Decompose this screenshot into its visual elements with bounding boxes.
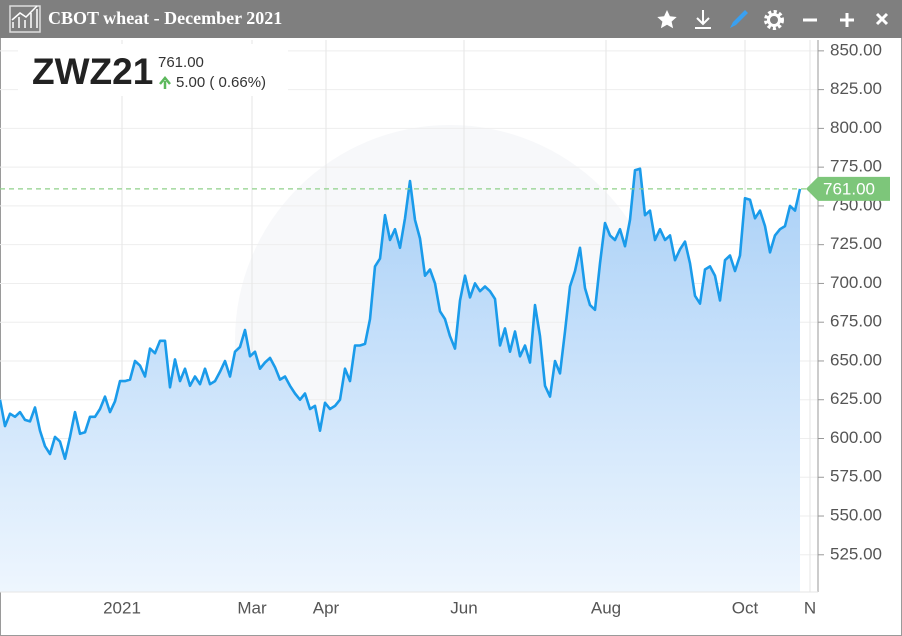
y-tick-label: 525.00 <box>830 544 882 563</box>
y-tick-label: 675.00 <box>830 312 882 331</box>
settings-button[interactable] <box>764 10 784 30</box>
y-tick-label: 725.00 <box>830 234 882 253</box>
plot <box>0 167 818 592</box>
y-tick-label: 575.00 <box>830 467 882 486</box>
price-line <box>0 167 802 460</box>
x-tick-label: 2021 <box>103 598 141 617</box>
x-tick-label: Jun <box>450 598 477 617</box>
close-button[interactable] <box>875 12 889 26</box>
window-title: CBOT wheat - December 2021 <box>48 8 282 28</box>
maximize-button[interactable] <box>840 13 854 27</box>
y-tick-label: 825.00 <box>830 79 882 98</box>
symbol: ZWZ21 <box>32 51 153 92</box>
x-tick-label: Mar <box>237 598 267 617</box>
price-change: 5.00 ( 0.66%) <box>176 74 266 91</box>
last-price-tag <box>806 176 890 201</box>
x-tick-label: Oct <box>732 598 759 617</box>
star-button[interactable] <box>657 10 677 29</box>
y-tick-label: 700.00 <box>830 273 882 292</box>
y-tick-label: 775.00 <box>830 157 882 176</box>
y-tick-label: 625.00 <box>830 389 882 408</box>
x-tick-label: N <box>804 598 816 617</box>
y-tick-label: 800.00 <box>830 118 882 137</box>
last-price: 761.00 <box>158 54 204 71</box>
up-arrow <box>159 76 171 89</box>
last-price-tag-label: 761.00 <box>823 179 875 198</box>
quote-box <box>18 44 288 96</box>
y-tick-label: 850.00 <box>830 40 882 59</box>
y-tick-label: 600.00 <box>830 428 882 447</box>
download-button[interactable] <box>695 10 711 29</box>
draw-button[interactable] <box>730 10 748 28</box>
app-icon <box>9 5 41 33</box>
y-tick-label: 550.00 <box>830 506 882 525</box>
x-tick-label: Apr <box>313 598 340 617</box>
x-tick-label: Aug <box>591 598 621 617</box>
title-bar <box>0 0 902 38</box>
y-tick-label: 650.00 <box>830 350 882 369</box>
axes: 525.00 550.00 575.00 600.00 625.00 650.00 675.… <box>103 40 890 617</box>
